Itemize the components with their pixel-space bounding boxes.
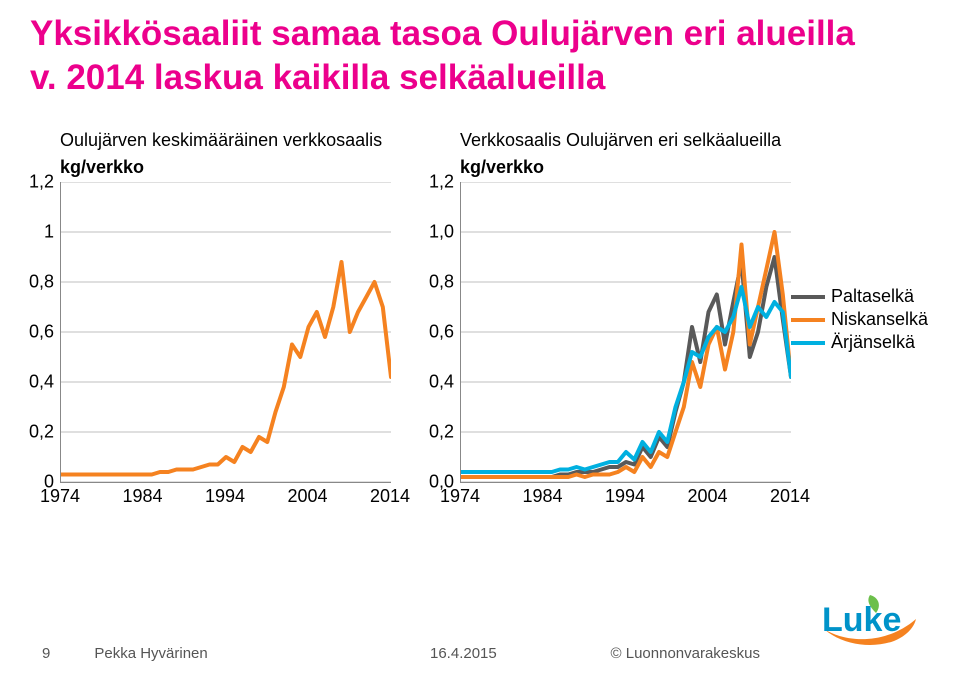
xtick: 2014 [770, 486, 810, 507]
right-chart: Verkkosaalis Oulujärven eri selkäalueill… [424, 130, 936, 570]
legend-label: Ärjänselkä [831, 332, 915, 353]
legend-item: Paltaselkä [791, 286, 928, 307]
ytick: 0,2 [429, 422, 454, 443]
series-keskimaarainen [61, 262, 391, 475]
title-line1: Yksikkösaaliit samaa tasoa Oulujärven er… [30, 14, 855, 53]
ytick: 1,2 [29, 172, 54, 193]
ytick: 1,0 [429, 222, 454, 243]
ytick: 0,8 [429, 272, 454, 293]
left-chart-ylabel: kg/verkko [60, 157, 424, 178]
xtick: 1984 [122, 486, 162, 507]
right-chart-ylabel: kg/verkko [460, 157, 936, 178]
legend-swatch [791, 318, 825, 322]
xtick: 1974 [440, 486, 480, 507]
footer: 9 Pekka Hyvärinen [42, 645, 208, 662]
slide-title: Yksikkösaaliit samaa tasoa Oulujärven er… [30, 12, 930, 100]
ytick: 0,6 [29, 322, 54, 343]
xtick: 1984 [522, 486, 562, 507]
right-chart-title: Verkkosaalis Oulujärven eri selkäalueill… [460, 130, 936, 151]
legend-label: Niskanselkä [831, 309, 928, 330]
xtick: 1994 [205, 486, 245, 507]
ytick: 0,2 [29, 422, 54, 443]
charts-row: Oulujärven keskimääräinen verkkosaalis k… [24, 130, 936, 570]
ytick: 0,4 [29, 372, 54, 393]
legend-item: Niskanselkä [791, 309, 928, 330]
luke-logo: Luke [816, 591, 926, 656]
title-line2: v. 2014 laskua kaikilla selkäalueilla [30, 58, 605, 97]
footer-copyright: © Luonnonvarakeskus [611, 645, 760, 662]
xtick: 1994 [605, 486, 645, 507]
ytick: 0,4 [429, 372, 454, 393]
left-chart: Oulujärven keskimääräinen verkkosaalis k… [24, 130, 424, 570]
ytick: 0,8 [29, 272, 54, 293]
right-plot-area: 0,00,20,40,60,81,01,21974198419942004201… [424, 182, 790, 510]
right-chart-legend: PaltaselkäNiskanselkäÄrjänselkä [791, 284, 928, 355]
svg-text:Luke: Luke [822, 601, 901, 639]
footer-date: 16.4.2015 [430, 645, 497, 662]
ytick: 1,2 [429, 172, 454, 193]
legend-swatch [791, 295, 825, 299]
page-number: 9 [42, 645, 50, 662]
xtick: 1974 [40, 486, 80, 507]
legend-swatch [791, 341, 825, 345]
xtick: 2004 [287, 486, 327, 507]
footer-author: Pekka Hyvärinen [94, 645, 207, 662]
left-plot-area: 00,20,40,60,811,219741984199420042014 [24, 182, 390, 510]
ytick: 1 [44, 222, 54, 243]
xtick: 2014 [370, 486, 410, 507]
left-chart-title: Oulujärven keskimääräinen verkkosaalis [60, 130, 424, 151]
xtick: 2004 [687, 486, 727, 507]
legend-label: Paltaselkä [831, 286, 914, 307]
legend-item: Ärjänselkä [791, 332, 928, 353]
series-arjanselka [461, 287, 791, 472]
ytick: 0,6 [429, 322, 454, 343]
